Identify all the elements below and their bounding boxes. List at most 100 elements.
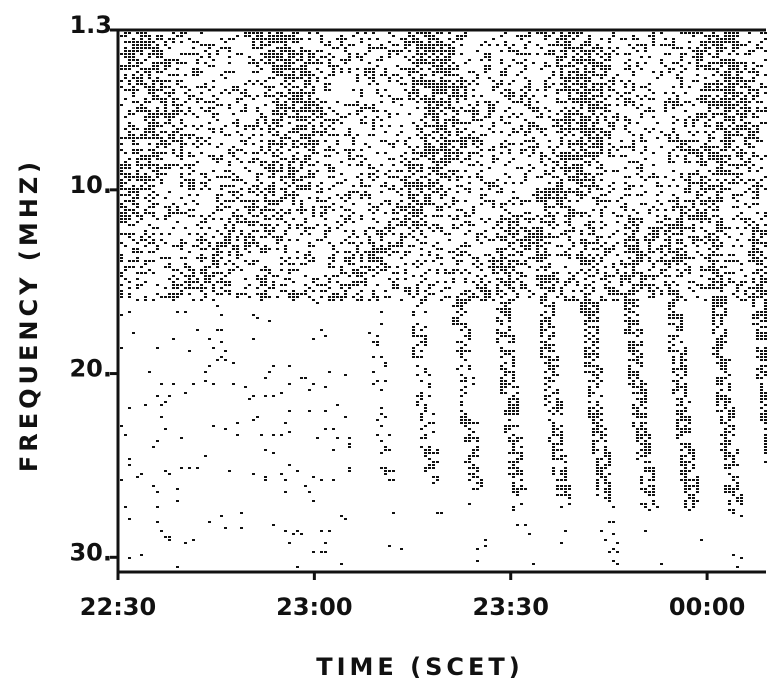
speckle bbox=[148, 128, 151, 130]
speckle bbox=[436, 254, 439, 256]
speckle bbox=[260, 173, 263, 175]
speckle bbox=[588, 224, 591, 226]
speckle bbox=[124, 194, 127, 196]
speckle bbox=[352, 44, 355, 46]
speckle bbox=[248, 56, 251, 58]
speckle bbox=[540, 113, 543, 115]
speckle bbox=[596, 155, 599, 157]
speckle bbox=[404, 83, 407, 85]
speckle bbox=[736, 239, 739, 241]
speckle bbox=[304, 227, 307, 229]
speckle bbox=[724, 104, 727, 106]
speckle bbox=[640, 137, 643, 139]
speckle bbox=[672, 224, 675, 226]
speckle bbox=[180, 122, 183, 124]
speckle bbox=[608, 137, 611, 139]
speckle bbox=[300, 98, 303, 100]
speckle bbox=[620, 215, 623, 217]
speckle bbox=[720, 182, 723, 184]
speckle bbox=[756, 212, 759, 214]
speckle bbox=[500, 218, 503, 220]
speckle bbox=[300, 164, 303, 166]
speckle bbox=[528, 239, 531, 241]
speckle bbox=[492, 266, 495, 268]
speckle bbox=[612, 212, 615, 214]
speckle bbox=[436, 227, 439, 229]
speckle bbox=[232, 122, 235, 124]
speckle bbox=[572, 65, 575, 67]
speckle bbox=[220, 176, 223, 178]
speckle bbox=[280, 71, 283, 73]
speckle bbox=[456, 269, 459, 271]
speckle bbox=[548, 242, 551, 244]
speckle bbox=[688, 62, 691, 64]
speckle bbox=[728, 182, 731, 184]
speckle bbox=[736, 35, 739, 37]
speckle bbox=[328, 74, 331, 76]
speckle bbox=[552, 71, 555, 73]
speckle bbox=[288, 167, 291, 169]
speckle bbox=[664, 110, 667, 112]
speckle bbox=[436, 92, 439, 94]
speckle bbox=[324, 128, 327, 130]
speckle bbox=[172, 149, 175, 151]
speckle bbox=[152, 128, 155, 130]
speckle bbox=[468, 230, 471, 232]
speckle bbox=[524, 140, 527, 142]
speckle bbox=[308, 53, 311, 55]
speckle bbox=[192, 113, 195, 115]
speckle bbox=[464, 269, 467, 271]
speckle bbox=[424, 194, 427, 196]
speckle bbox=[400, 179, 403, 181]
speckle bbox=[272, 62, 275, 64]
speckle bbox=[748, 50, 751, 52]
speckle bbox=[156, 77, 159, 79]
speckle bbox=[648, 260, 651, 262]
speckle bbox=[584, 152, 587, 154]
speckle bbox=[420, 224, 423, 226]
speckle bbox=[540, 152, 543, 154]
speckle bbox=[448, 56, 451, 58]
speckle bbox=[440, 158, 443, 160]
speckle bbox=[760, 101, 763, 103]
speckle bbox=[272, 41, 275, 43]
speckle bbox=[548, 182, 551, 184]
speckle bbox=[252, 260, 255, 262]
speckle bbox=[672, 68, 675, 70]
speckle bbox=[444, 194, 447, 196]
speckle bbox=[244, 221, 247, 223]
speckle bbox=[756, 185, 759, 187]
speckle bbox=[256, 173, 259, 175]
speckle bbox=[748, 167, 751, 169]
speckle bbox=[712, 155, 715, 157]
speckle bbox=[432, 59, 435, 61]
speckle bbox=[180, 80, 183, 82]
speckle bbox=[556, 254, 559, 256]
speckle bbox=[700, 254, 703, 256]
speckle bbox=[740, 119, 743, 121]
speckle bbox=[436, 128, 439, 130]
speckle bbox=[452, 200, 455, 202]
speckle bbox=[588, 104, 591, 106]
speckle bbox=[292, 131, 295, 133]
speckle bbox=[184, 179, 187, 181]
speckle bbox=[352, 254, 355, 256]
speckle bbox=[308, 92, 311, 94]
speckle bbox=[716, 68, 719, 70]
speckle bbox=[308, 233, 311, 235]
speckle bbox=[228, 191, 231, 193]
speckle bbox=[152, 65, 155, 67]
speckle bbox=[260, 47, 263, 49]
speckle bbox=[312, 176, 315, 178]
speckle bbox=[304, 80, 307, 82]
speckle bbox=[236, 125, 239, 127]
speckle bbox=[568, 89, 571, 91]
speckle bbox=[284, 221, 287, 223]
speckle bbox=[360, 95, 363, 97]
speckle bbox=[672, 38, 675, 40]
speckle bbox=[148, 206, 151, 208]
speckle bbox=[396, 206, 399, 208]
speckle bbox=[284, 80, 287, 82]
speckle bbox=[596, 140, 599, 142]
speckle bbox=[208, 122, 211, 124]
